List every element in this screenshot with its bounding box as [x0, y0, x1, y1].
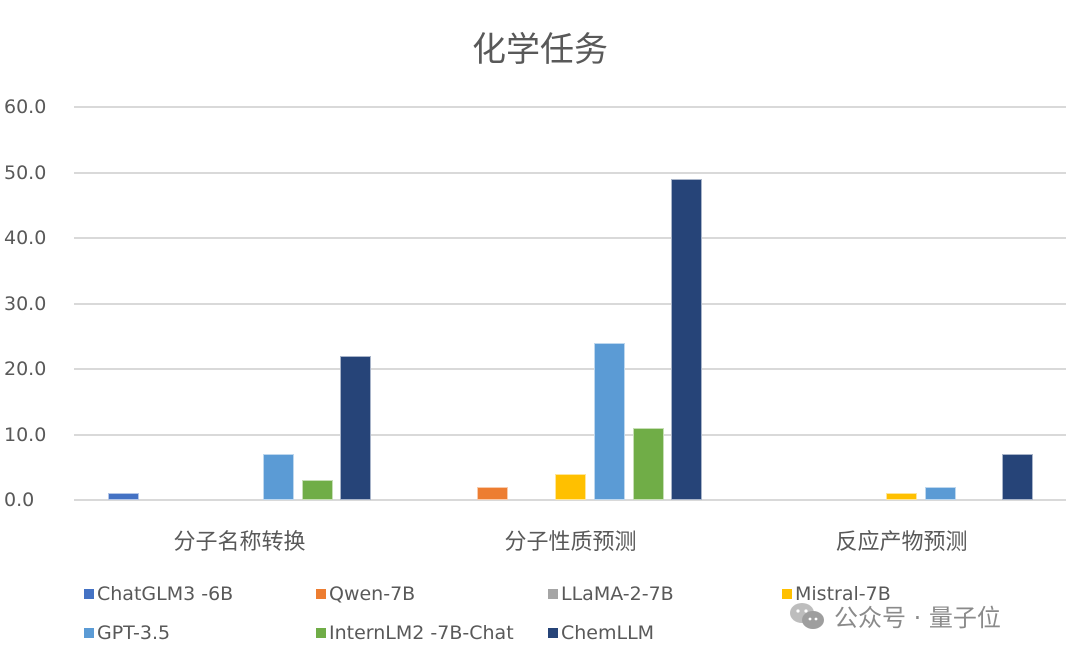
- legend-item: ChemLLM: [548, 622, 654, 644]
- x-category-label: 分子性质预测: [504, 530, 637, 555]
- legend-label: InternLM2 -7B-Chat: [329, 622, 514, 644]
- bar: [477, 486, 509, 500]
- y-tick-label: 50.0: [4, 161, 47, 184]
- bar: [340, 355, 372, 500]
- legend-label: GPT-3.5: [97, 622, 171, 644]
- gridline: [74, 302, 1066, 305]
- legend-label: LLaMA-2-7B: [561, 583, 674, 605]
- x-category-label: 反应产物预测: [835, 530, 968, 555]
- wechat-icon: [788, 601, 826, 631]
- gridline: [74, 499, 1066, 501]
- legend-swatch: [316, 628, 326, 638]
- gridline: [74, 106, 1066, 108]
- bar: [593, 342, 625, 500]
- bar: [1002, 454, 1034, 500]
- bar: [262, 454, 294, 500]
- legend-label: ChemLLM: [561, 622, 655, 644]
- legend-swatch: [548, 628, 558, 638]
- legend-label: Mistral-7B: [795, 583, 891, 605]
- bar: [301, 480, 333, 500]
- bar: [671, 179, 703, 500]
- watermark: 公众号 · 量子位: [788, 598, 1001, 633]
- legend-item: Qwen-7B: [316, 583, 415, 605]
- bar: [632, 427, 664, 500]
- y-tick-label: 40.0: [4, 227, 47, 249]
- legend-item: InternLM2 -7B-Chat: [316, 622, 514, 644]
- gridline: [74, 237, 1066, 239]
- legend-swatch: [316, 589, 326, 599]
- chart-title: 化学任务: [472, 30, 608, 70]
- y-tick-label: 60.0: [4, 96, 47, 118]
- bar: [886, 493, 917, 500]
- gridline: [74, 171, 1066, 174]
- y-tick-label: 20.0: [4, 358, 47, 380]
- gridline: [74, 433, 1066, 436]
- legend-item: GPT-3.5: [84, 622, 170, 644]
- gridline: [74, 368, 1066, 370]
- watermark-text: 公众号 · 量子位: [834, 604, 1001, 632]
- bar: [924, 486, 956, 500]
- x-category-label: 分子名称转换: [173, 530, 306, 555]
- bar: [555, 473, 586, 500]
- legend-item: LLaMA-2-7B: [548, 583, 674, 605]
- legend-label: Qwen-7B: [329, 583, 416, 605]
- y-tick-label: 30.0: [4, 292, 47, 315]
- legend-swatch: [782, 589, 792, 599]
- legend-item: ChatGLM3 -6B: [84, 583, 233, 605]
- y-tick-label: 10.0: [4, 423, 47, 446]
- legend-swatch: [84, 628, 94, 638]
- legend-swatch: [84, 589, 94, 599]
- legend-swatch: [548, 589, 558, 599]
- bar: [107, 493, 139, 500]
- legend-label: ChatGLM3 -6B: [97, 583, 234, 605]
- legend-item: Mistral-7B: [782, 583, 891, 605]
- y-tick-label: 0.0: [4, 489, 35, 511]
